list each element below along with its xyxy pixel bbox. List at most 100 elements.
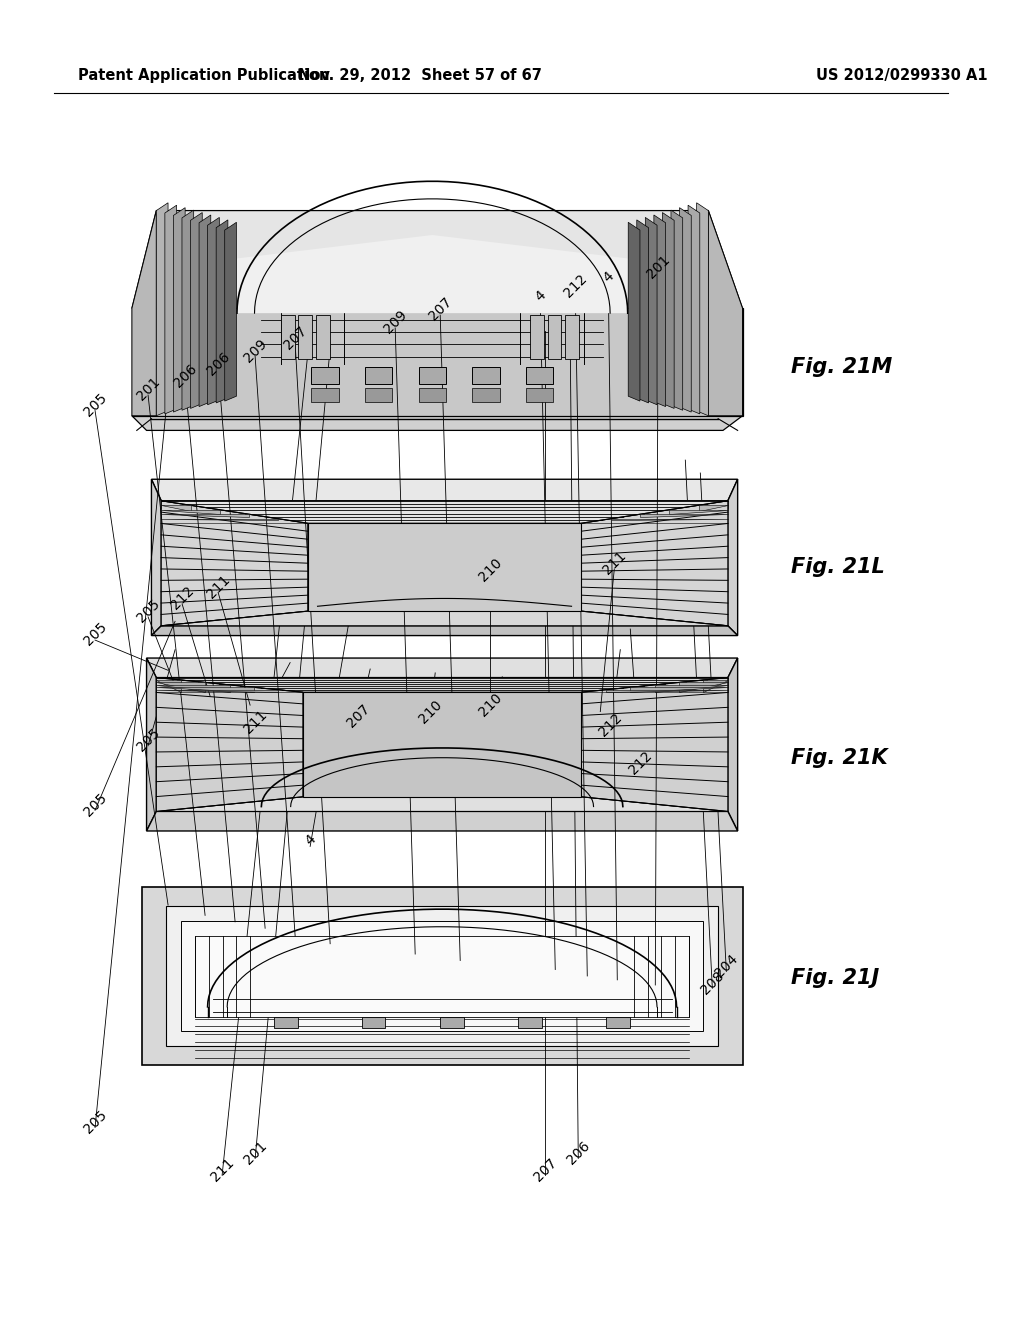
Polygon shape — [670, 510, 728, 515]
Polygon shape — [157, 680, 181, 692]
Polygon shape — [582, 677, 728, 812]
Text: Fig. 21M: Fig. 21M — [792, 356, 893, 378]
Bar — [472, 388, 500, 403]
Polygon shape — [157, 677, 303, 812]
Polygon shape — [679, 682, 728, 692]
Text: 210: 210 — [416, 697, 444, 726]
Polygon shape — [606, 690, 728, 692]
Polygon shape — [157, 682, 205, 692]
Polygon shape — [208, 218, 219, 405]
Text: 209: 209 — [381, 308, 410, 337]
Polygon shape — [152, 626, 737, 635]
Bar — [530, 315, 544, 359]
Text: 205: 205 — [81, 620, 110, 648]
Text: 206: 206 — [564, 1138, 593, 1167]
Polygon shape — [196, 936, 689, 1016]
Polygon shape — [157, 677, 728, 692]
Bar — [362, 1016, 385, 1028]
Polygon shape — [161, 506, 190, 511]
Text: 210: 210 — [476, 556, 505, 583]
Text: 211: 211 — [204, 572, 232, 601]
Polygon shape — [165, 205, 176, 414]
Polygon shape — [161, 611, 728, 626]
Polygon shape — [199, 215, 211, 407]
Text: 201: 201 — [644, 252, 673, 281]
Polygon shape — [157, 685, 229, 692]
Polygon shape — [182, 210, 194, 411]
Polygon shape — [696, 203, 709, 416]
Text: 205: 205 — [134, 597, 162, 626]
Text: 205: 205 — [134, 726, 162, 754]
Polygon shape — [132, 309, 742, 416]
Polygon shape — [680, 207, 691, 412]
Bar — [565, 315, 579, 359]
Polygon shape — [161, 510, 220, 515]
Bar — [298, 315, 312, 359]
Polygon shape — [308, 523, 582, 611]
Text: 205: 205 — [81, 391, 110, 418]
Polygon shape — [663, 213, 674, 408]
Bar — [526, 388, 554, 403]
Text: 212: 212 — [596, 710, 625, 739]
Text: 212: 212 — [561, 272, 590, 300]
Polygon shape — [161, 515, 249, 517]
Polygon shape — [703, 680, 728, 692]
Polygon shape — [161, 500, 308, 626]
Polygon shape — [173, 207, 185, 412]
Bar — [440, 1016, 464, 1028]
Text: Nov. 29, 2012  Sheet 57 of 67: Nov. 29, 2012 Sheet 57 of 67 — [298, 69, 542, 83]
Polygon shape — [190, 213, 203, 408]
Polygon shape — [237, 235, 628, 313]
Bar — [316, 315, 330, 359]
Text: 211: 211 — [600, 549, 629, 578]
Polygon shape — [610, 519, 728, 520]
Text: 4: 4 — [302, 833, 318, 849]
Bar — [419, 367, 446, 384]
Text: 209: 209 — [241, 337, 269, 364]
Polygon shape — [132, 416, 742, 430]
Text: 208: 208 — [698, 968, 727, 997]
Bar — [526, 367, 554, 384]
Bar — [365, 367, 392, 384]
Text: 207: 207 — [281, 323, 309, 352]
Polygon shape — [132, 211, 157, 416]
Polygon shape — [132, 211, 742, 309]
Polygon shape — [166, 907, 718, 1045]
Polygon shape — [216, 220, 228, 403]
Bar — [419, 388, 446, 403]
Polygon shape — [146, 659, 157, 832]
Polygon shape — [698, 506, 728, 511]
Bar — [274, 1016, 298, 1028]
Polygon shape — [157, 690, 279, 692]
Polygon shape — [141, 887, 742, 1065]
Polygon shape — [152, 479, 737, 500]
Text: 201: 201 — [134, 375, 163, 404]
Polygon shape — [582, 500, 728, 626]
Text: 212: 212 — [168, 583, 197, 612]
Polygon shape — [146, 659, 737, 677]
Bar — [311, 388, 339, 403]
Bar — [472, 367, 500, 384]
Text: 207: 207 — [344, 701, 373, 730]
Polygon shape — [654, 215, 666, 407]
Text: Patent Application Publication: Patent Application Publication — [78, 69, 330, 83]
Polygon shape — [671, 210, 683, 411]
Text: US 2012/0299330 A1: US 2012/0299330 A1 — [816, 69, 987, 83]
Text: 211: 211 — [208, 1155, 237, 1184]
Polygon shape — [161, 519, 279, 520]
Bar — [518, 1016, 542, 1028]
Polygon shape — [157, 797, 728, 812]
Polygon shape — [152, 479, 161, 635]
Text: Fig. 21J: Fig. 21J — [792, 968, 880, 987]
Text: 4: 4 — [532, 288, 548, 305]
Polygon shape — [630, 688, 728, 692]
Polygon shape — [146, 812, 737, 832]
Bar — [365, 388, 392, 403]
Text: 207: 207 — [531, 1155, 559, 1184]
Bar — [548, 315, 561, 359]
Bar — [311, 367, 339, 384]
Text: Fig. 21L: Fig. 21L — [792, 557, 885, 577]
Text: 206: 206 — [171, 362, 200, 391]
Text: 211: 211 — [241, 708, 269, 737]
Polygon shape — [157, 688, 254, 692]
